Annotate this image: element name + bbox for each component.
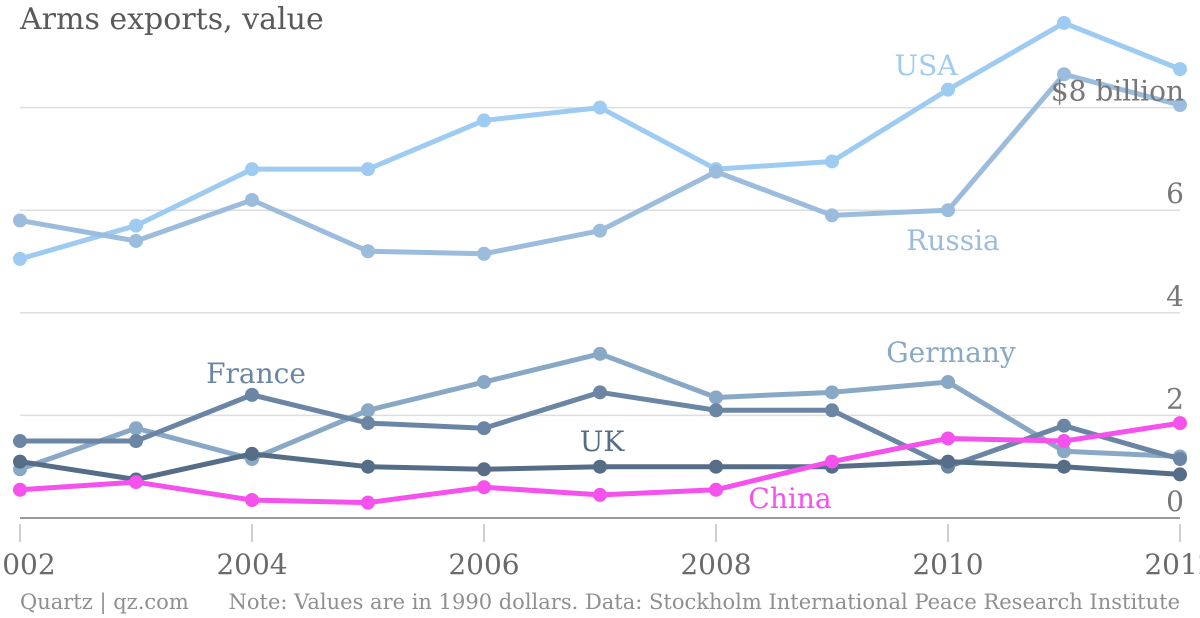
uk-point <box>593 459 607 474</box>
y-tick-label: $8 billion <box>1051 75 1184 108</box>
russia-point <box>709 164 723 179</box>
russia-point <box>245 192 259 207</box>
usa-point <box>361 162 375 177</box>
y-tick-label: 4 <box>1166 280 1184 313</box>
china-point <box>245 493 259 508</box>
france-point <box>245 387 259 402</box>
usa-point <box>13 251 27 266</box>
france-point <box>1173 452 1187 467</box>
x-tick-label: 2012 <box>1144 548 1200 581</box>
russia-point <box>1057 67 1071 82</box>
x-tick-label: 2006 <box>448 548 519 581</box>
china-point <box>825 454 839 469</box>
label-layer: 0 2 4 6 $8 billion 2002 2004 2006 2008 2010 2012 US… <box>0 49 1200 581</box>
germany-point <box>1057 444 1071 459</box>
china-point <box>1057 434 1071 449</box>
chart-title: Arms exports, value <box>20 2 324 37</box>
uk-point <box>361 459 375 474</box>
usa-point <box>825 154 839 169</box>
china-point <box>361 495 375 510</box>
china-point <box>941 431 955 446</box>
russia-point <box>361 244 375 259</box>
germany-point <box>477 375 491 390</box>
grid-lines <box>19 106 1181 542</box>
y-tick-label: 6 <box>1166 177 1184 210</box>
series-layer <box>13 15 1187 510</box>
usa-point <box>129 218 143 233</box>
uk-point <box>245 446 259 461</box>
uk-point <box>941 454 955 469</box>
china-point <box>13 482 27 497</box>
france-point <box>129 434 143 449</box>
russia-label: Russia <box>906 224 1000 257</box>
russia-point <box>129 233 143 248</box>
germany-label: Germany <box>886 336 1016 369</box>
footer-note: Note: Values are in 1990 dollars. Data: … <box>228 590 1180 614</box>
y-tick-label: 2 <box>1166 382 1184 415</box>
russia-point <box>477 246 491 261</box>
usa-label: USA <box>895 49 959 82</box>
france-label: France <box>206 357 306 390</box>
china-point <box>593 487 607 502</box>
germany-point <box>941 375 955 390</box>
x-tick-label: 2002 <box>0 548 56 581</box>
russia-point <box>593 223 607 238</box>
uk-label: UK <box>580 425 626 458</box>
france-point <box>825 403 839 418</box>
france-point <box>593 385 607 400</box>
usa-point <box>593 100 607 115</box>
usa-point <box>477 113 491 128</box>
germany-point <box>593 346 607 361</box>
russia-point <box>825 208 839 223</box>
russia-point <box>13 213 27 228</box>
russia-point <box>941 203 955 218</box>
usa-point <box>1057 15 1071 30</box>
china-point <box>1173 416 1187 431</box>
france-point <box>361 416 375 431</box>
uk-point <box>1173 467 1187 482</box>
uk-point <box>477 462 491 477</box>
china-point <box>709 482 723 497</box>
germany-point <box>361 403 375 418</box>
germany-point <box>825 385 839 400</box>
china-label: China <box>748 482 831 515</box>
usa-point <box>941 82 955 97</box>
uk-point <box>13 454 27 469</box>
france-point <box>1057 418 1071 433</box>
uk-point <box>1057 459 1071 474</box>
china-point <box>129 475 143 490</box>
uk-point <box>709 459 723 474</box>
china-point <box>477 480 491 495</box>
russia-point <box>1173 98 1187 113</box>
germany-point <box>709 390 723 405</box>
france-point <box>13 434 27 449</box>
usa-point <box>245 162 259 177</box>
france-point <box>709 403 723 418</box>
footer-credit: Quartz | qz.com <box>20 590 189 614</box>
x-tick-label: 2004 <box>216 548 287 581</box>
germany-point <box>129 421 143 436</box>
france-point <box>477 421 491 436</box>
usa-point <box>1173 62 1187 77</box>
y-tick-label: 0 <box>1166 485 1184 518</box>
x-tick-label: 2010 <box>912 548 983 581</box>
x-tick-label: 2008 <box>680 548 751 581</box>
